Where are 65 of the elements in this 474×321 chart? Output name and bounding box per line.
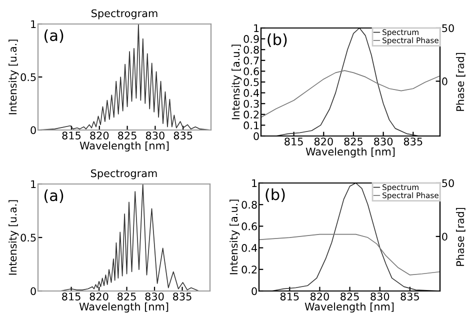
- x-axis-title: Wavelength [nm]: [80, 141, 169, 152]
- y-tick-label: 1: [252, 179, 257, 187]
- line-series: [258, 234, 440, 276]
- y-axis-title: Intensity [a.u.]: [230, 200, 240, 274]
- x-tick-label: 820: [90, 292, 108, 300]
- annotation: (a): [44, 189, 64, 203]
- y-tick-label: 0.7: [244, 56, 259, 65]
- y2-tick-label: 50: [442, 24, 454, 32]
- x-tick-label: 830: [145, 292, 164, 300]
- x-tick-label: 830: [146, 132, 164, 140]
- x-axis-title: Wavelength [nm]: [304, 302, 394, 313]
- y-tick-label: 0.4: [242, 244, 258, 252]
- x-axis-title: Wavelength [nm]: [306, 147, 395, 158]
- x-tick-label: 835: [400, 292, 419, 300]
- y-tick-label: 1: [31, 20, 36, 28]
- y-tick-label: 0.1: [244, 121, 259, 130]
- y-tick-label: 0: [30, 126, 36, 134]
- x-tick-label: 815: [62, 292, 80, 300]
- y-tick-label: 0.5: [244, 78, 259, 86]
- x-tick-label: 835: [174, 132, 192, 140]
- x-tick-label: 815: [280, 292, 299, 300]
- annotation: (a): [44, 29, 64, 43]
- y-tick-label: 0.6: [242, 222, 257, 230]
- y-tick-label: 0.6: [244, 67, 259, 76]
- x-tick-label: 835: [173, 292, 192, 300]
- y-tick-label: 0: [252, 287, 257, 296]
- x-axis-title: Wavelength [nm]: [79, 302, 168, 313]
- x-tick-label: 815: [62, 132, 81, 140]
- chart-title: Spectrogram: [91, 169, 157, 180]
- y-axis-title: Intensity [u.a.]: [8, 200, 19, 275]
- x-tick-label: 820: [90, 132, 109, 140]
- x-tick-label: 825: [118, 132, 136, 140]
- x-tick-label: 830: [370, 292, 390, 300]
- annotation: (b): [266, 188, 285, 202]
- y-tick-label: 0.4: [244, 89, 260, 97]
- y-tick-label: 0.9: [244, 35, 259, 43]
- y-tick-label: 1: [31, 180, 36, 188]
- y-tick-label: 0: [254, 132, 259, 140]
- y-axis-title: Intensity [u.a.]: [8, 40, 19, 114]
- y2-axis-title: Phase [rad]: [456, 52, 466, 111]
- line-series: [260, 70, 440, 118]
- y-tick-label: 0.5: [20, 234, 36, 242]
- y2-axis-title: Phase [rad]: [456, 208, 466, 266]
- y-tick-label: 0.3: [244, 100, 259, 108]
- x-tick-label: 815: [284, 138, 303, 146]
- annotation: (b): [268, 33, 287, 48]
- y-tick-label: 0: [30, 287, 36, 296]
- y2-tick-label: 0: [442, 77, 448, 86]
- y-tick-label: 0.2: [242, 266, 257, 274]
- x-tick-label: 835: [404, 138, 422, 146]
- y2-tick-label: 0: [442, 232, 448, 241]
- x-tick-label: 825: [340, 292, 359, 300]
- y-tick-label: 0.8: [242, 200, 257, 209]
- x-tick-label: 820: [310, 292, 329, 300]
- x-tick-label: 830: [374, 138, 393, 146]
- y2-tick-label: 50: [442, 179, 454, 188]
- y-axis-title: Intensity [a.u.]: [232, 44, 242, 120]
- y-tick-label: 0.8: [244, 46, 259, 54]
- y-tick-label: 0.5: [20, 73, 36, 82]
- y-tick-label: 0.2: [244, 110, 259, 119]
- chart-title: Spectrogram: [92, 9, 158, 20]
- x-tick-label: 820: [314, 138, 333, 146]
- x-tick-label: 825: [118, 292, 136, 300]
- y-tick-label: 1: [254, 24, 259, 32]
- x-tick-label: 825: [344, 138, 363, 146]
